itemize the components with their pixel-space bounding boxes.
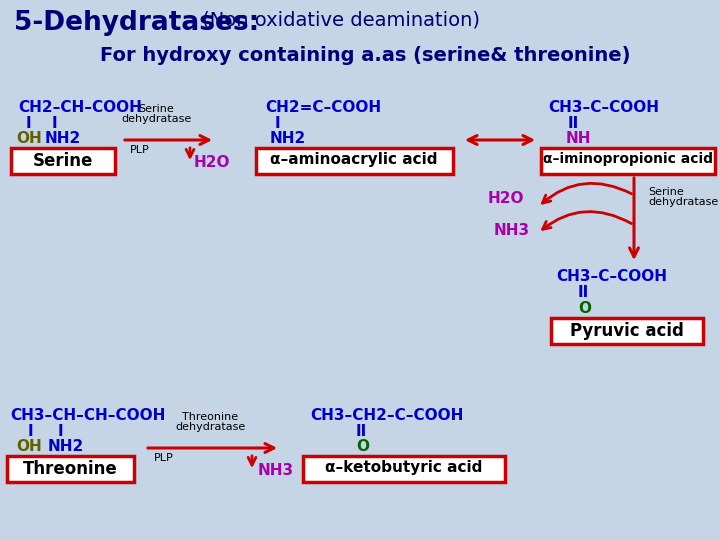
Text: CH3–C–COOH: CH3–C–COOH: [548, 100, 659, 115]
Text: PLP: PLP: [130, 145, 150, 155]
Text: Pyruvic acid: Pyruvic acid: [570, 322, 684, 340]
Text: Serine: Serine: [33, 152, 93, 170]
Text: 5-Dehydratases:: 5-Dehydratases:: [14, 10, 259, 36]
Text: OH: OH: [16, 439, 42, 454]
Text: CH2–CH–COOH: CH2–CH–COOH: [18, 100, 142, 115]
Text: Serine: Serine: [138, 104, 174, 114]
FancyBboxPatch shape: [303, 456, 505, 482]
Text: II: II: [568, 116, 580, 131]
Text: I: I: [26, 116, 32, 131]
FancyBboxPatch shape: [11, 148, 115, 174]
Text: O: O: [356, 439, 369, 454]
Text: NH2: NH2: [45, 131, 81, 146]
Text: dehydratase: dehydratase: [175, 422, 245, 432]
Text: OH: OH: [16, 131, 42, 146]
Text: NH3: NH3: [494, 223, 530, 238]
Text: I: I: [58, 424, 63, 439]
FancyBboxPatch shape: [256, 148, 453, 174]
Text: (Non oxidative deamination): (Non oxidative deamination): [196, 10, 480, 29]
Text: II: II: [578, 285, 589, 300]
FancyBboxPatch shape: [551, 318, 703, 344]
Text: For hydroxy containing a.as (serine& threonine): For hydroxy containing a.as (serine& thr…: [100, 46, 631, 65]
Text: H2O: H2O: [488, 191, 524, 206]
Text: NH: NH: [566, 131, 592, 146]
Text: α–iminopropionic acid: α–iminopropionic acid: [543, 152, 713, 166]
Text: I: I: [275, 116, 281, 131]
Text: II: II: [356, 424, 367, 439]
Text: CH2=C–COOH: CH2=C–COOH: [265, 100, 381, 115]
Text: Serine: Serine: [648, 187, 684, 197]
Text: NH3: NH3: [258, 463, 294, 478]
Text: dehydratase: dehydratase: [648, 197, 719, 207]
Text: CH3–C–COOH: CH3–C–COOH: [556, 269, 667, 284]
Text: I: I: [28, 424, 34, 439]
Text: PLP: PLP: [154, 453, 174, 463]
FancyBboxPatch shape: [541, 148, 715, 174]
FancyBboxPatch shape: [7, 456, 134, 482]
Text: dehydratase: dehydratase: [121, 114, 191, 124]
Text: I: I: [52, 116, 58, 131]
Text: α–aminoacrylic acid: α–aminoacrylic acid: [270, 152, 438, 167]
Text: H2O: H2O: [194, 155, 230, 170]
Text: NH2: NH2: [48, 439, 84, 454]
Text: NH2: NH2: [270, 131, 306, 146]
Text: Threonine: Threonine: [182, 412, 238, 422]
Text: CH3–CH2–C–COOH: CH3–CH2–C–COOH: [310, 408, 464, 423]
Text: CH3–CH–CH–COOH: CH3–CH–CH–COOH: [10, 408, 166, 423]
Text: Threonine: Threonine: [22, 460, 117, 478]
Text: O: O: [578, 301, 591, 316]
Text: α–ketobutyric acid: α–ketobutyric acid: [325, 460, 482, 475]
